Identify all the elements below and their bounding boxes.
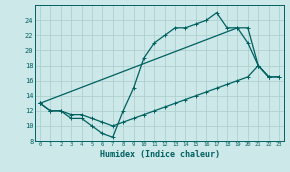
X-axis label: Humidex (Indice chaleur): Humidex (Indice chaleur) [99,150,220,159]
